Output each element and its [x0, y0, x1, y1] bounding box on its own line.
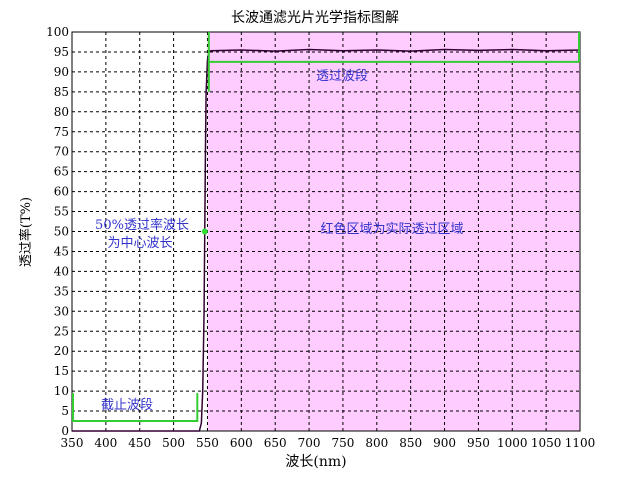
cut-band-bracket: [72, 393, 199, 423]
y-axis-label: 透过率(T%): [18, 197, 34, 267]
y-tick-label: 55: [54, 205, 69, 219]
chart-title: 长波通滤光片光学指标图解: [231, 10, 399, 26]
y-tick-label: 35: [54, 284, 69, 298]
y-tick-label: 45: [54, 244, 69, 258]
center-wavelength-label-2: 为中心波长: [107, 236, 172, 251]
center-wavelength-label: 50%透过率波长: [95, 217, 189, 233]
y-tick-label: 100: [46, 25, 69, 39]
x-tick-label: 750: [331, 436, 354, 450]
y-tick-label: 65: [54, 165, 69, 179]
y-tick-label: 50: [54, 225, 69, 239]
x-tick-label: 850: [399, 436, 422, 450]
center-wavelength-point: [201, 228, 208, 235]
y-tick-label: 60: [54, 185, 69, 199]
x-tick-label: 500: [162, 436, 185, 450]
y-tick-label: 70: [54, 145, 69, 159]
x-tick-label: 1000: [497, 436, 528, 450]
cut-band-label: 截止波段: [101, 398, 153, 413]
x-tick-label: 450: [128, 436, 151, 450]
y-tick-label: 95: [54, 45, 69, 59]
y-tick-label: 25: [54, 324, 69, 338]
transmission-curve: [72, 48, 581, 432]
y-tick-label: 40: [54, 264, 69, 278]
x-tick-label: 800: [365, 436, 388, 450]
y-tick-label: 80: [54, 105, 69, 119]
x-tick-label: 700: [298, 436, 321, 450]
plot-frame: [71, 31, 581, 432]
x-tick-label: 600: [230, 436, 253, 450]
x-tick-label: 900: [433, 436, 456, 450]
region-label: 红色区域为实际透过区域: [320, 221, 463, 237]
y-tick-label: 10: [54, 384, 69, 398]
x-tick-label: 400: [94, 436, 117, 450]
x-tick-label: 650: [264, 436, 287, 450]
x-tick-label: 1050: [531, 436, 562, 450]
y-tick-label: 5: [61, 404, 69, 418]
pass-band-label: 透过波段: [316, 69, 368, 84]
x-axis-label: 波长(nm): [285, 454, 346, 470]
x-tick-label: 1100: [565, 436, 596, 450]
y-tick-label: 85: [54, 85, 69, 99]
x-tick-label: 550: [196, 436, 219, 450]
y-tick-label: 75: [54, 125, 69, 139]
x-tick-label: 350: [61, 436, 84, 450]
y-tick-label: 30: [54, 304, 69, 318]
y-tick-label: 90: [54, 65, 69, 79]
y-tick-label: 15: [54, 364, 69, 378]
y-tick-label: 0: [61, 424, 69, 438]
x-tick-label: 950: [467, 436, 490, 450]
y-tick-label: 20: [54, 344, 69, 358]
